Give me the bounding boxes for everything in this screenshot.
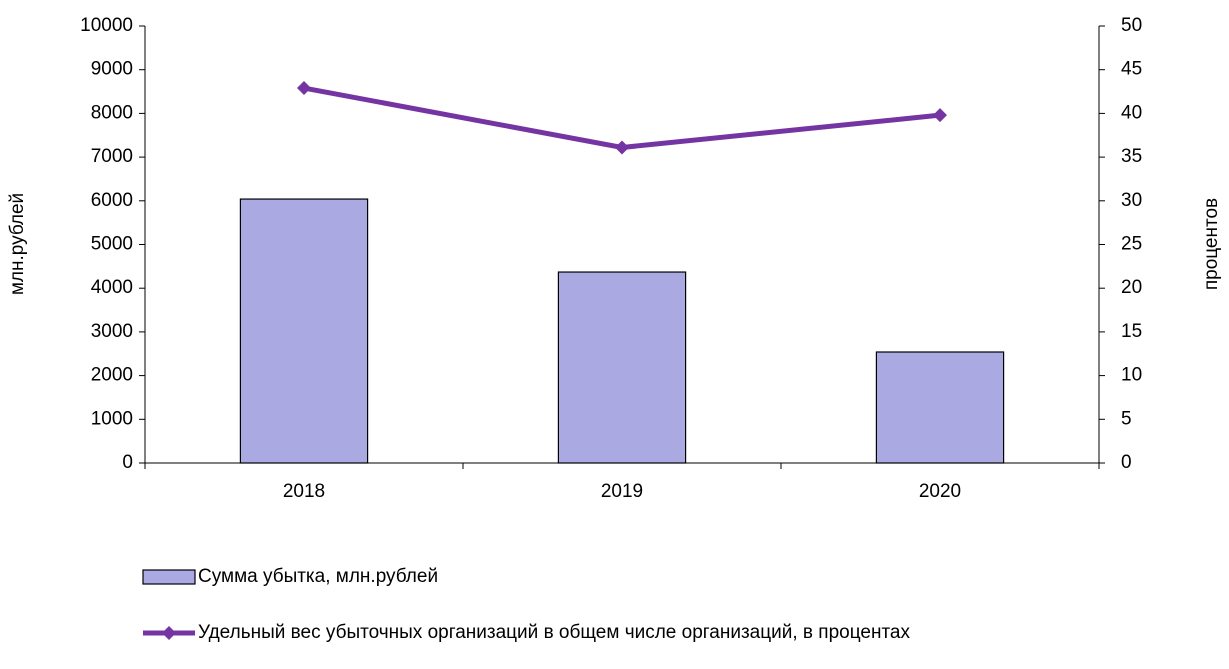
y2-tick-label: 40 (1121, 102, 1142, 123)
legend-swatch (142, 569, 196, 585)
legend-label: Удельный вес убыточных организаций в общ… (198, 622, 910, 643)
x-tick-label: 2020 (919, 481, 961, 502)
y-tick-label: 0 (122, 452, 133, 473)
y-tick-label: 10000 (80, 15, 133, 36)
y2-tick-label: 15 (1121, 321, 1142, 342)
x-tick-label: 2018 (283, 481, 325, 502)
bar (557, 271, 687, 464)
y-tick-label: 4000 (91, 277, 133, 298)
point (297, 81, 311, 96)
y2-tick-label: 25 (1121, 234, 1142, 255)
y-tick-label: 9000 (91, 59, 133, 80)
y2-tick-label: 35 (1121, 146, 1142, 167)
y-tick-label: 3000 (91, 321, 133, 342)
y-tick-label: 6000 (91, 190, 133, 211)
point (615, 140, 629, 155)
x-tick-label: 2019 (601, 481, 643, 502)
point (933, 108, 947, 123)
legend-swatch (162, 626, 176, 640)
y2-tick-label: 10 (1121, 365, 1142, 386)
y2-axis-label: процентов (1201, 198, 1222, 290)
legend-label: Сумма убытка, млн.рублей (198, 566, 438, 587)
bar (875, 351, 1005, 464)
y-axis-label: млн.рублей (7, 193, 28, 295)
y-tick-label: 5000 (91, 234, 133, 255)
bar (239, 198, 369, 464)
y-tick-label: 1000 (91, 408, 133, 429)
y2-tick-label: 45 (1121, 59, 1142, 80)
y2-tick-label: 30 (1121, 190, 1142, 211)
y2-tick-label: 20 (1121, 277, 1142, 298)
y-tick-label: 7000 (91, 146, 133, 167)
y-tick-label: 8000 (91, 102, 133, 123)
y-tick-label: 2000 (91, 365, 133, 386)
y2-tick-label: 0 (1121, 452, 1132, 473)
y2-tick-label: 5 (1121, 408, 1132, 429)
line (303, 85, 941, 151)
y2-tick-label: 50 (1121, 15, 1142, 36)
